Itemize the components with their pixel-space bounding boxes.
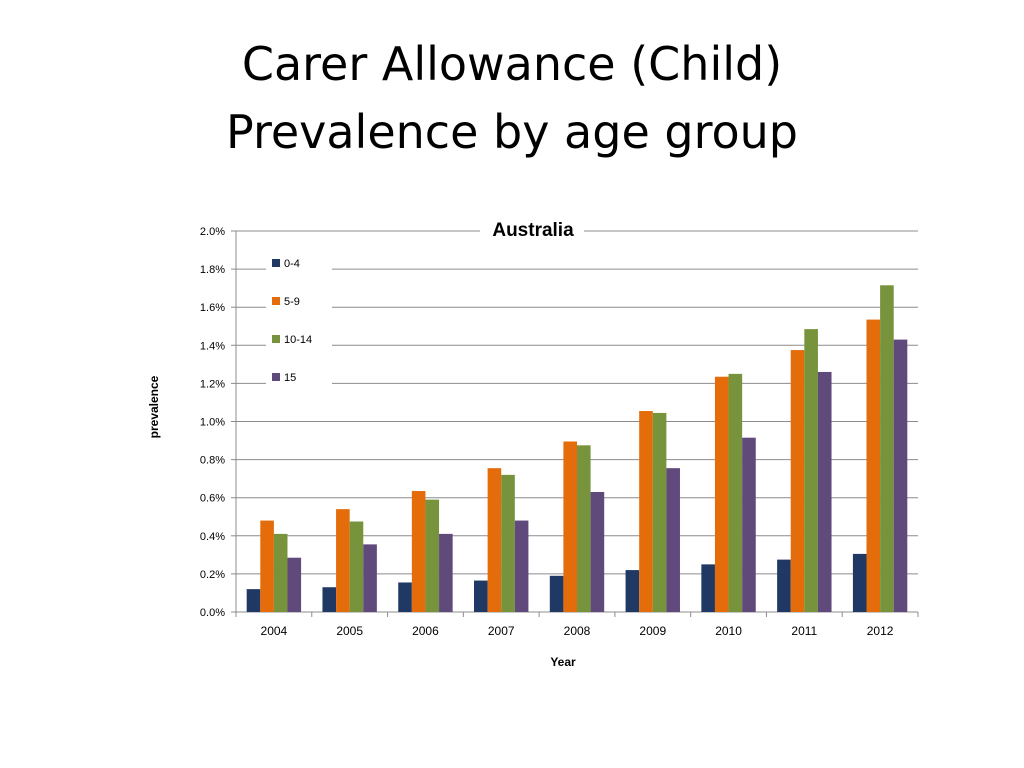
x-tick-label: 2005 bbox=[336, 624, 363, 638]
y-tick-label: 0.2% bbox=[200, 569, 225, 581]
bar-0-4-2009 bbox=[625, 570, 640, 612]
legend-swatch-0-4 bbox=[272, 259, 280, 267]
y-tick-label: 2.0% bbox=[200, 226, 225, 238]
y-tick-label: 0.4% bbox=[200, 531, 225, 543]
bar-15-2007 bbox=[514, 520, 529, 612]
legend-swatch-10-14 bbox=[272, 335, 280, 343]
bar-10-14-2012 bbox=[880, 285, 894, 612]
bar-0-4-2008 bbox=[549, 575, 564, 612]
chart-title: Australia bbox=[492, 220, 574, 241]
y-tick-label: 1.0% bbox=[200, 417, 225, 429]
x-tick-label: 2012 bbox=[867, 624, 894, 638]
bar-5-9-2005 bbox=[336, 509, 350, 612]
bar-15-2006 bbox=[439, 533, 453, 612]
legend-swatch-15 bbox=[272, 373, 280, 381]
chart-title-background bbox=[480, 216, 584, 244]
y-tick-label: 0.0% bbox=[200, 607, 225, 619]
x-tick-label: 2010 bbox=[715, 624, 742, 638]
legend: 0-4 5-9 10-14 15 bbox=[266, 245, 332, 393]
bar-15-2008 bbox=[590, 491, 605, 612]
bar-0-4-2010 bbox=[701, 564, 715, 612]
bar-5-9-2006 bbox=[411, 491, 426, 612]
legend-label-5-9: 5-9 bbox=[284, 296, 300, 308]
bar-15-2010 bbox=[742, 437, 756, 612]
bar-0-4-2011 bbox=[777, 559, 791, 612]
x-tick-label: 2004 bbox=[261, 624, 288, 638]
bar-10-14-2007 bbox=[501, 474, 515, 612]
bar-0-4-2007 bbox=[474, 580, 488, 612]
x-tick-label: 2009 bbox=[639, 624, 666, 638]
bar-10-14-2005 bbox=[349, 521, 364, 612]
bar-5-9-2009 bbox=[639, 411, 653, 612]
bar-5-9-2007 bbox=[487, 468, 502, 612]
bar-10-14-2010 bbox=[728, 373, 743, 612]
y-axis-label: prevalence bbox=[147, 375, 161, 438]
bar-0-4-2005 bbox=[322, 587, 337, 612]
bar-10-14-2006 bbox=[425, 499, 440, 612]
x-axis-label: Year bbox=[550, 655, 576, 669]
legend-background bbox=[266, 245, 332, 393]
y-tick-label: 1.2% bbox=[200, 378, 225, 390]
bar-0-4-2004 bbox=[246, 589, 261, 612]
bar-10-14-2011 bbox=[804, 329, 818, 612]
bar-0-4-2006 bbox=[398, 582, 412, 612]
y-tick-label: 1.8% bbox=[200, 264, 225, 276]
y-tick-label: 0.6% bbox=[200, 493, 225, 505]
bar-5-9-2008 bbox=[563, 441, 577, 612]
bar-5-9-2011 bbox=[790, 350, 805, 612]
bar-15-2004 bbox=[287, 557, 302, 612]
legend-label-0-4: 0-4 bbox=[284, 258, 300, 270]
bars bbox=[246, 285, 908, 612]
y-tick-label: 1.6% bbox=[200, 302, 225, 314]
bar-5-9-2004 bbox=[260, 520, 274, 612]
y-tick-label: 1.4% bbox=[200, 340, 225, 352]
x-tick-label: 2008 bbox=[564, 624, 591, 638]
x-tick-label: 2011 bbox=[791, 624, 817, 638]
bar-10-14-2009 bbox=[652, 412, 667, 612]
bar-5-9-2012 bbox=[866, 319, 881, 612]
slide-title-line-1: Carer Allowance (Child) bbox=[241, 37, 783, 91]
bar-5-9-2010 bbox=[714, 376, 729, 612]
bar-0-4-2012 bbox=[852, 553, 867, 612]
bar-15-2005 bbox=[363, 544, 377, 612]
legend-label-15: 15 bbox=[284, 372, 296, 384]
bar-10-14-2004 bbox=[273, 533, 288, 612]
bar-15-2009 bbox=[666, 468, 680, 612]
axis-labels: 0.0% 0.2% 0.4% 0.6% 0.8% 1.0% 1.2% 1.4% 1.6% 1.8%… bbox=[200, 226, 894, 638]
bar-10-14-2008 bbox=[577, 445, 591, 612]
x-tick-label: 2006 bbox=[412, 624, 439, 638]
bar-15-2011 bbox=[817, 371, 832, 612]
legend-swatch-5-9 bbox=[272, 297, 280, 305]
x-tick-label: 2007 bbox=[488, 624, 515, 638]
slide-title-line-2: Prevalence by age group bbox=[226, 105, 798, 159]
slide-title: Carer Allowance (Child) Prevalence by ag… bbox=[0, 30, 1024, 166]
bar-15-2012 bbox=[893, 339, 908, 612]
y-tick-label: 0.8% bbox=[200, 455, 225, 467]
legend-label-10-14: 10-14 bbox=[284, 334, 312, 346]
